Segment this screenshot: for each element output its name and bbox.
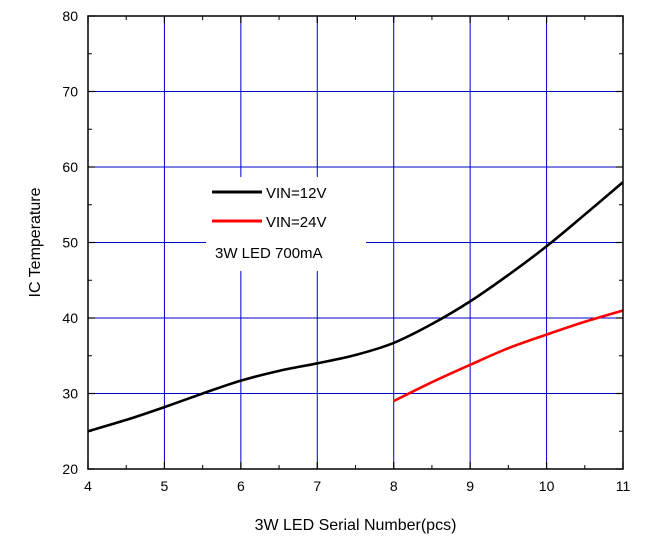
minor-ticks (88, 16, 623, 469)
series-line-0 (87, 181, 624, 433)
x-tick-label: 10 (539, 478, 555, 494)
grid (87, 15, 624, 470)
legend: VIN=12V VIN=24V 3W LED 700mA (206, 177, 366, 271)
legend-label-vin24: VIN=24V (266, 214, 326, 231)
x-tick-label: 6 (237, 478, 245, 494)
y-tick-label: 20 (62, 461, 78, 477)
x-tick-label: 8 (390, 478, 398, 494)
series-line-1 (393, 309, 624, 403)
x-tick-label: 9 (466, 478, 474, 494)
y-tick-label: 50 (62, 235, 78, 251)
x-tick-label: 5 (161, 478, 169, 494)
x-tick-label: 7 (313, 478, 321, 494)
y-tick-label: 80 (62, 8, 78, 24)
x-tick-label: 4 (84, 478, 92, 494)
y-tick-label: 40 (62, 310, 78, 326)
x-tick-label: 11 (616, 478, 631, 494)
y-axis-title: IC Temperature (27, 187, 44, 297)
y-tick-label: 70 (62, 84, 78, 100)
x-axis-title: 3W LED Serial Number(pcs) (255, 517, 457, 534)
y-tick-label: 30 (62, 386, 78, 402)
y-tick-label: 60 (62, 159, 78, 175)
legend-label-vin12: VIN=12V (266, 185, 326, 202)
legend-note: 3W LED 700mA (215, 245, 323, 262)
series-layer (87, 181, 624, 433)
ticks: 4 5 6 7 8 9 10 11 20 30 40 50 60 70 80 (62, 8, 630, 494)
